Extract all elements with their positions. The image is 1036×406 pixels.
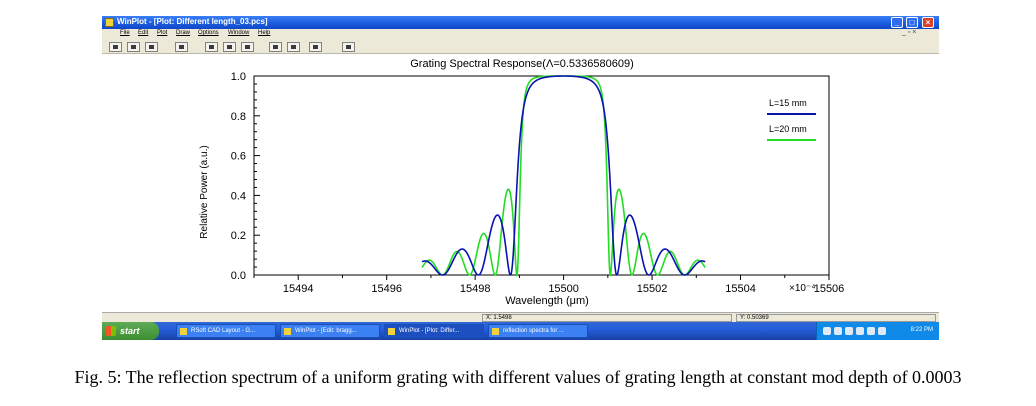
menu-file[interactable]: File (120, 30, 130, 36)
windows-logo-icon (106, 326, 116, 336)
new-icon[interactable] (109, 42, 122, 52)
start-button[interactable]: start (102, 322, 159, 340)
settings-icon[interactable] (342, 42, 355, 52)
menu-draw[interactable]: Draw (176, 30, 191, 36)
legend: L=15 mm L=20 mm (767, 98, 816, 141)
rsoft-app-icon (180, 328, 187, 335)
winplot-app-icon (105, 18, 114, 27)
task-rsoft-cad[interactable]: RSoft CAD Layout - G... (176, 324, 276, 338)
clock: 8:22 PM (910, 327, 933, 333)
task-winplot-plot[interactable]: WinPlot - [Plot: Differ... (384, 324, 484, 338)
x-coordinate-readout: X: 1.5498 (482, 314, 732, 322)
chart-title: Grating Spectral Response(Λ=0.5336580609… (410, 58, 634, 70)
menu-options[interactable]: Options (198, 30, 219, 36)
save-icon[interactable] (145, 42, 158, 52)
open-icon[interactable] (127, 42, 140, 52)
system-tray: 8:22 PM (816, 322, 939, 340)
x-tick-label: 15494 (283, 283, 314, 295)
y-tick-label: 0.2 (231, 230, 246, 242)
menu-window[interactable]: Window (228, 30, 250, 36)
cut-icon[interactable] (205, 42, 218, 52)
spectrum-chart: Grating Spectral Response(Λ=0.5336580609… (199, 58, 845, 307)
task-label: reflection spectra for ... (503, 328, 565, 334)
series-line-0 (421, 75, 706, 276)
zoom-out-icon[interactable] (287, 42, 300, 52)
copy-icon[interactable] (223, 42, 236, 52)
task-label: RSoft CAD Layout - G... (191, 328, 256, 334)
window-title: WinPlot - [Plot: Different length_03.pcs… (117, 17, 268, 26)
start-label: start (120, 326, 140, 336)
messenger-icon[interactable] (867, 327, 875, 335)
winplot-app-icon (284, 328, 291, 335)
menu-plot[interactable]: Plot (157, 30, 168, 36)
toolbar (102, 40, 939, 54)
y-tick-label: 1.0 (231, 71, 246, 83)
plot-area: Grating Spectral Response(Λ=0.5336580609… (102, 54, 939, 322)
x-tick-label: 15498 (460, 283, 491, 295)
series-line-1 (421, 75, 706, 277)
winplot-app-icon (388, 328, 395, 335)
x-tick-label: 15496 (371, 283, 402, 295)
title-bar[interactable]: WinPlot - [Plot: Different length_03.pcs… (102, 16, 939, 29)
paste-icon[interactable] (241, 42, 254, 52)
x-axis-label: Wavelength (μm) (505, 295, 589, 307)
y-axis-label: Relative Power (a.u.) (199, 145, 210, 238)
legend-label: L=20 mm (769, 124, 807, 134)
x-tick-label: 15504 (725, 283, 756, 295)
x-tick-label: 15500 (548, 283, 579, 295)
y-tick-label: 0.8 (231, 111, 246, 123)
winplot-window: WinPlot - [Plot: Different length_03.pcs… (102, 16, 939, 340)
task-winplot-edit[interactable]: WinPlot - [Edit: bragg... (280, 324, 380, 338)
task-label: WinPlot - [Edit: bragg... (295, 328, 357, 334)
security-icon[interactable] (834, 327, 842, 335)
update-icon[interactable] (878, 327, 886, 335)
task-reflection-spectra[interactable]: reflection spectra for ... (488, 324, 588, 338)
y-tick-label: 0.0 (231, 270, 246, 282)
grid-icon[interactable] (309, 42, 322, 52)
mdi-controls[interactable]: _ ▫ × (902, 29, 917, 36)
maximize-button[interactable]: □ (906, 17, 918, 28)
task-label: WinPlot - [Plot: Differ... (399, 328, 460, 334)
status-bar: X: 1.5498 Y: 0.50369 (102, 312, 939, 322)
y-tick-label: 0.4 (231, 190, 246, 202)
close-button[interactable]: × (922, 17, 934, 28)
zoom-in-icon[interactable] (269, 42, 282, 52)
taskbar: start RSoft CAD Layout - G... WinPlot - … (102, 322, 939, 340)
y-tick-label: 0.6 (231, 151, 246, 163)
menu-edit[interactable]: Edit (138, 30, 149, 36)
series-lines (421, 75, 706, 277)
document-icon (492, 328, 499, 335)
axes: 0.0 0.2 0.4 0.6 0.8 1.0 15494 15496 15498 15500 15… (231, 71, 845, 295)
x-multiplier: ×10⁻⁴ (789, 283, 816, 294)
y-coordinate-readout: Y: 0.50369 (736, 314, 936, 322)
menu-bar: File Edit Plot Draw Options Window Help … (102, 29, 939, 40)
minimize-button[interactable]: _ (891, 17, 903, 28)
x-tick-label: 15502 (637, 283, 668, 295)
network-icon[interactable] (823, 327, 831, 335)
legend-label: L=15 mm (769, 98, 807, 108)
menu-help[interactable]: Help (258, 30, 271, 36)
volume-icon[interactable] (845, 327, 853, 335)
antivirus-icon[interactable] (856, 327, 864, 335)
export-icon[interactable] (175, 42, 188, 52)
x-tick-label: 15506 (814, 283, 845, 295)
plot-frame (253, 75, 830, 276)
figure-caption: Fig. 5: The reflection spectrum of a uni… (74, 367, 962, 387)
